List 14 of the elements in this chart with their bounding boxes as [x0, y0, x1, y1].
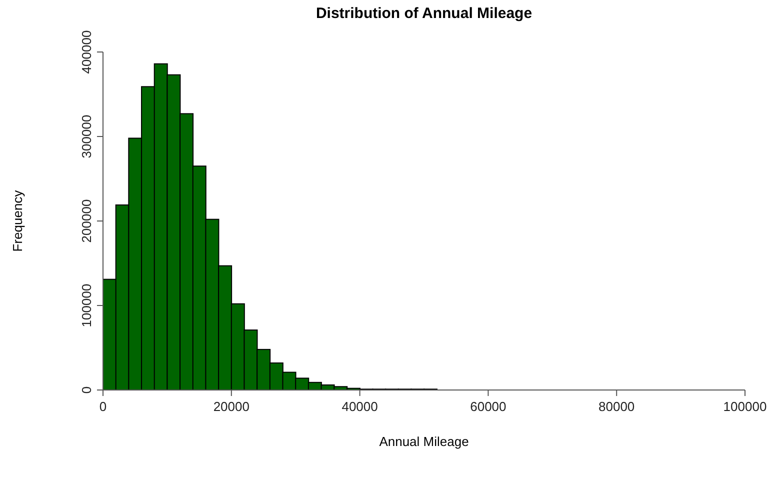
y-tick-label: 200000 — [79, 199, 94, 243]
y-tick-label: 0 — [79, 386, 94, 394]
chart-title: Distribution of Annual Mileage — [316, 5, 532, 22]
x-tick-label: 60000 — [470, 399, 506, 414]
y-tick-label: 400000 — [79, 30, 94, 74]
y-axis-title: Frequency — [10, 190, 25, 252]
x-tick-label: 0 — [99, 399, 107, 414]
y-tick-label: 100000 — [79, 284, 94, 328]
y-tick-label: 300000 — [79, 114, 94, 158]
x-tick-label: 40000 — [342, 399, 378, 414]
x-tick-label: 20000 — [213, 399, 250, 414]
x-tick-label: 80000 — [598, 399, 635, 414]
x-axis-title: Annual Mileage — [379, 434, 469, 449]
x-tick-label: 100000 — [723, 399, 767, 414]
